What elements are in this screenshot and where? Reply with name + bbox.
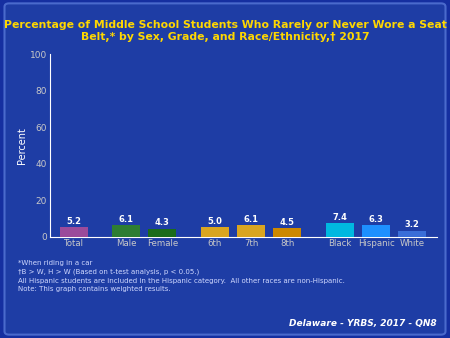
- Text: 6.3: 6.3: [369, 215, 383, 224]
- Bar: [59, 227, 88, 237]
- Text: 7.4: 7.4: [332, 213, 347, 222]
- Text: 5.2: 5.2: [66, 217, 81, 226]
- Text: 6.1: 6.1: [243, 215, 259, 224]
- Text: 3.2: 3.2: [405, 220, 420, 229]
- Text: 5.0: 5.0: [207, 217, 222, 226]
- Text: *When riding in a car
†B > W, H > W (Based on t-test analysis, p < 0.05.)
All Hi: *When riding in a car †B > W, H > W (Bas…: [18, 260, 345, 292]
- Bar: [237, 225, 265, 237]
- FancyBboxPatch shape: [4, 3, 446, 335]
- Text: 4.3: 4.3: [155, 218, 170, 227]
- Bar: [273, 228, 302, 237]
- Bar: [148, 229, 176, 237]
- Text: 4.5: 4.5: [280, 218, 295, 227]
- Bar: [362, 225, 390, 237]
- Bar: [201, 227, 229, 237]
- Y-axis label: Percent: Percent: [17, 127, 27, 164]
- Bar: [112, 225, 140, 237]
- Bar: [398, 231, 427, 237]
- Bar: [326, 223, 354, 237]
- Text: Percentage of Middle School Students Who Rarely or Never Wore a Seat
Belt,* by S: Percentage of Middle School Students Who…: [4, 20, 446, 42]
- Text: Delaware - YRBS, 2017 - QN8: Delaware - YRBS, 2017 - QN8: [289, 319, 436, 328]
- Text: 6.1: 6.1: [119, 215, 134, 224]
